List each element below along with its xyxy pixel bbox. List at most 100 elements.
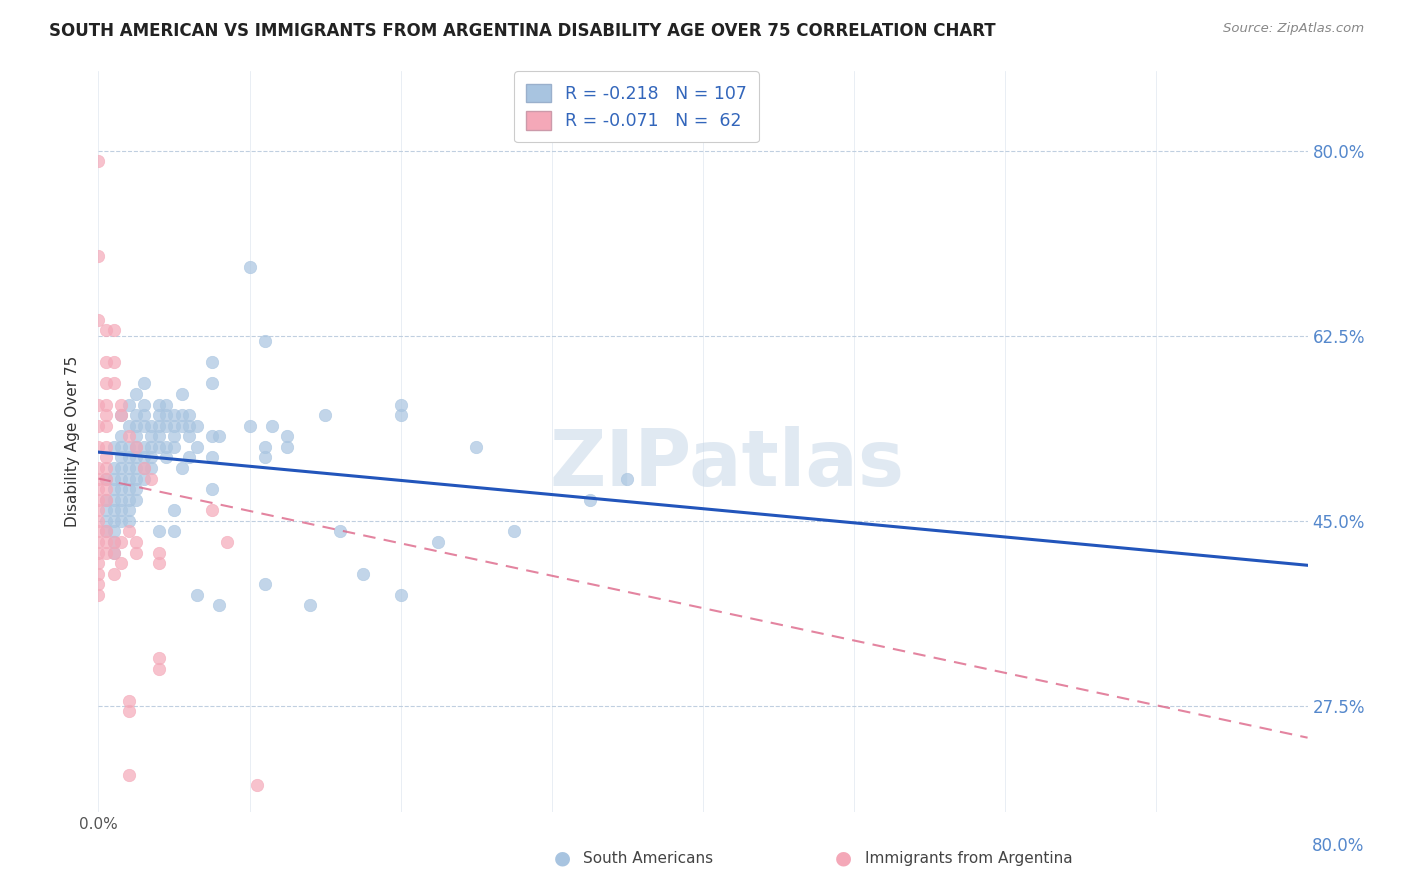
Point bbox=[201, 429, 224, 443]
Point bbox=[125, 440, 148, 454]
Point bbox=[179, 429, 201, 443]
Point bbox=[94, 503, 117, 517]
Point bbox=[87, 577, 110, 591]
Point bbox=[118, 482, 141, 496]
Point bbox=[94, 376, 117, 391]
Point bbox=[125, 472, 148, 486]
Text: ●: ● bbox=[835, 848, 852, 868]
Point bbox=[87, 461, 110, 475]
Point bbox=[118, 450, 141, 465]
Point bbox=[94, 492, 117, 507]
Point bbox=[246, 778, 269, 792]
Point bbox=[103, 492, 125, 507]
Point bbox=[94, 492, 117, 507]
Point bbox=[186, 418, 208, 433]
Point bbox=[103, 440, 125, 454]
Point bbox=[103, 524, 125, 539]
Point bbox=[389, 588, 412, 602]
Point bbox=[103, 324, 125, 338]
Text: SOUTH AMERICAN VS IMMIGRANTS FROM ARGENTINA DISABILITY AGE OVER 75 CORRELATION C: SOUTH AMERICAN VS IMMIGRANTS FROM ARGENT… bbox=[49, 22, 995, 40]
Point bbox=[132, 376, 155, 391]
Point bbox=[163, 524, 186, 539]
Point bbox=[389, 398, 412, 412]
Point bbox=[253, 334, 276, 348]
Point bbox=[94, 324, 117, 338]
Point bbox=[141, 440, 163, 454]
Point bbox=[132, 398, 155, 412]
Point bbox=[148, 651, 170, 665]
Text: Immigrants from Argentina: Immigrants from Argentina bbox=[865, 851, 1073, 865]
Point bbox=[110, 472, 132, 486]
Point bbox=[125, 546, 148, 560]
Point bbox=[148, 546, 170, 560]
Point bbox=[94, 514, 117, 528]
Point bbox=[125, 535, 148, 549]
Point bbox=[163, 429, 186, 443]
Point bbox=[201, 376, 224, 391]
Point bbox=[276, 440, 298, 454]
Point bbox=[125, 450, 148, 465]
Point bbox=[141, 472, 163, 486]
Legend: R = -0.218   N = 107, R = -0.071   N =  62: R = -0.218 N = 107, R = -0.071 N = 62 bbox=[515, 71, 759, 142]
Point bbox=[103, 376, 125, 391]
Point bbox=[110, 461, 132, 475]
Point bbox=[103, 355, 125, 369]
Point bbox=[155, 398, 177, 412]
Point bbox=[155, 450, 177, 465]
Text: ZIPatlas: ZIPatlas bbox=[550, 425, 904, 502]
Point bbox=[87, 588, 110, 602]
Point bbox=[94, 546, 117, 560]
Point bbox=[503, 524, 526, 539]
Point bbox=[132, 472, 155, 486]
Point bbox=[329, 524, 352, 539]
Point bbox=[87, 418, 110, 433]
Point bbox=[186, 440, 208, 454]
Point bbox=[87, 556, 110, 570]
Point bbox=[427, 535, 450, 549]
Point bbox=[118, 398, 141, 412]
Point bbox=[118, 461, 141, 475]
Point bbox=[155, 408, 177, 422]
Point bbox=[94, 524, 117, 539]
Point bbox=[314, 408, 336, 422]
Point bbox=[103, 514, 125, 528]
Point bbox=[148, 418, 170, 433]
Point bbox=[94, 450, 117, 465]
Point bbox=[141, 429, 163, 443]
Point bbox=[465, 440, 488, 454]
Point bbox=[239, 260, 262, 274]
Point bbox=[163, 503, 186, 517]
Point bbox=[87, 154, 110, 169]
Point bbox=[125, 418, 148, 433]
Point bbox=[110, 408, 132, 422]
Point bbox=[87, 503, 110, 517]
Point bbox=[132, 461, 155, 475]
Point bbox=[87, 472, 110, 486]
Point bbox=[94, 535, 117, 549]
Point bbox=[132, 418, 155, 433]
Point bbox=[163, 418, 186, 433]
Point bbox=[110, 556, 132, 570]
Point bbox=[110, 482, 132, 496]
Point bbox=[163, 408, 186, 422]
Point bbox=[148, 398, 170, 412]
Text: South Americans: South Americans bbox=[583, 851, 714, 865]
Point bbox=[132, 461, 155, 475]
Point bbox=[201, 482, 224, 496]
Point bbox=[94, 524, 117, 539]
Text: 80.0%: 80.0% bbox=[1312, 837, 1364, 855]
Point bbox=[110, 440, 132, 454]
Point bbox=[125, 440, 148, 454]
Point bbox=[132, 440, 155, 454]
Point bbox=[87, 566, 110, 581]
Point bbox=[87, 492, 110, 507]
Point bbox=[118, 524, 141, 539]
Point bbox=[87, 482, 110, 496]
Point bbox=[110, 450, 132, 465]
Point bbox=[94, 440, 117, 454]
Point bbox=[148, 524, 170, 539]
Point bbox=[110, 398, 132, 412]
Point bbox=[87, 250, 110, 264]
Point bbox=[170, 387, 193, 401]
Point bbox=[94, 461, 117, 475]
